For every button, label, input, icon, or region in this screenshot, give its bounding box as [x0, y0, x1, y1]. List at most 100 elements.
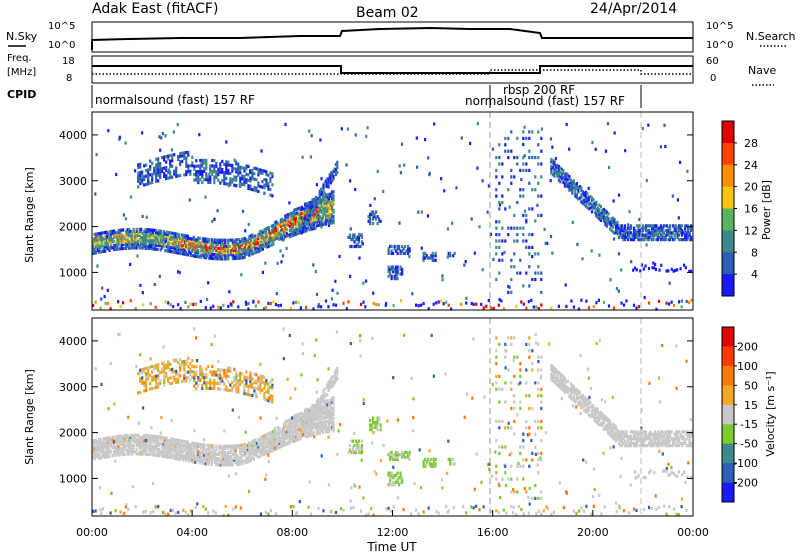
- echo-cell: [587, 306, 590, 310]
- echo-cell: [507, 149, 510, 153]
- echo-cell: [140, 442, 143, 446]
- echo-cell: [122, 444, 125, 448]
- echo-cell: [201, 169, 204, 173]
- echo-cell: [275, 436, 278, 440]
- echo-cell: [652, 261, 655, 265]
- echo-cell: [332, 375, 335, 379]
- echo-cell: [434, 251, 437, 255]
- echo-cell: [595, 214, 598, 218]
- echo-cell: [116, 447, 119, 451]
- echo-cell: [157, 368, 160, 372]
- echo-cell: [170, 241, 173, 245]
- echo-cell: [164, 242, 167, 246]
- echo-cell: [676, 226, 679, 230]
- echo-cell: [395, 275, 398, 279]
- echo-cell: [239, 452, 242, 456]
- echo-cell: [251, 252, 254, 256]
- echo-cell: [173, 450, 176, 454]
- echo-cell: [217, 387, 220, 391]
- echo-cell: [101, 441, 104, 445]
- echo-cell: [184, 300, 187, 304]
- echo-cell: [159, 435, 162, 439]
- echo-cell: [180, 252, 183, 256]
- echo-cell: [263, 307, 266, 311]
- echo-cell: [643, 233, 646, 237]
- echo-cell: [486, 210, 489, 214]
- echo-cell: [315, 183, 318, 187]
- echo-cell: [489, 232, 492, 236]
- echo-cell: [361, 242, 364, 246]
- echo-cell: [212, 454, 215, 458]
- echo-cell: [192, 443, 195, 447]
- echo-cell: [329, 219, 332, 223]
- echo-cell: [327, 217, 331, 221]
- echo-cell: [296, 207, 299, 211]
- echo-cell: [278, 433, 281, 437]
- echo-cell: [171, 246, 174, 250]
- echo-cell: [275, 292, 278, 296]
- echo-cell: [146, 244, 149, 248]
- echo-cell: [614, 230, 618, 234]
- echo-cell: [524, 209, 527, 213]
- echo-cell: [269, 171, 272, 175]
- echo-cell: [153, 237, 156, 241]
- echo-cell: [183, 448, 186, 452]
- echo-cell: [433, 464, 436, 468]
- echo-cell: [212, 444, 215, 448]
- echo-cell: [165, 168, 168, 172]
- echo-cell: [273, 437, 276, 441]
- echo-cell: [285, 246, 288, 250]
- echo-cell: [162, 244, 165, 248]
- echo-cell: [209, 246, 212, 250]
- echo-cell: [111, 439, 114, 443]
- echo-cell: [108, 238, 111, 242]
- echo-cell: [311, 212, 314, 216]
- echo-cell: [678, 300, 681, 304]
- echo-cell: [206, 458, 209, 462]
- echo-cell: [251, 233, 254, 237]
- echo-cell: [179, 249, 182, 253]
- echo-cell: [498, 245, 501, 249]
- echo-cell: [392, 476, 395, 480]
- echo-cell: [242, 237, 245, 241]
- echo-cell: [204, 458, 207, 462]
- echo-cell: [218, 253, 221, 257]
- echo-cell: [129, 444, 132, 448]
- echo-cell: [237, 415, 240, 419]
- echo-cell: [330, 421, 334, 425]
- echo-cell: [516, 233, 519, 237]
- echo-cell: [194, 302, 197, 306]
- echo-cell: [159, 237, 162, 242]
- echo-cell: [247, 390, 250, 394]
- echo-cell: [622, 303, 626, 307]
- echo-cell: [330, 208, 334, 213]
- echo-cell: [408, 453, 411, 457]
- echo-cell: [105, 247, 108, 251]
- echo-cell: [105, 438, 108, 442]
- echo-cell: [108, 436, 111, 440]
- echo-cell: [221, 376, 224, 380]
- echo-cell: [540, 303, 543, 307]
- echo-cell: [441, 278, 444, 282]
- echo-cell: [551, 166, 554, 170]
- echo-cell: [504, 149, 507, 153]
- echo-cell: [300, 220, 303, 224]
- echo-cell: [180, 439, 183, 443]
- echo-cell: [516, 162, 519, 166]
- echo-cell: [550, 169, 553, 173]
- echo-cell: [393, 274, 396, 278]
- echo-cell: [92, 247, 95, 251]
- echo-cell: [174, 444, 177, 448]
- echo-cell: [239, 179, 242, 183]
- echo-cell: [257, 243, 260, 247]
- echo-cell: [272, 223, 275, 228]
- echo-cell: [587, 202, 590, 206]
- echo-cell: [549, 179, 552, 183]
- echo-cell: [360, 458, 363, 462]
- echo-cell: [273, 225, 276, 229]
- echo-cell: [134, 240, 137, 244]
- echo-cell: [317, 223, 320, 227]
- echo-cell: [557, 178, 560, 182]
- echo-cell: [98, 232, 101, 236]
- echo-cell: [203, 447, 206, 451]
